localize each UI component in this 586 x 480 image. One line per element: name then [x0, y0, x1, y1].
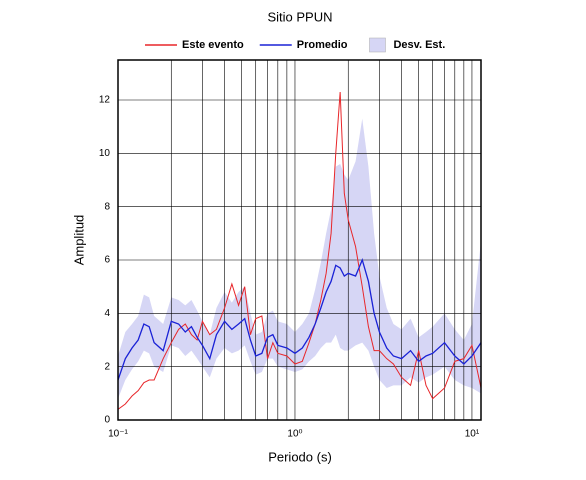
y-tick-label: 4	[104, 308, 110, 319]
x-tick-label: 10⁻¹	[108, 429, 128, 440]
y-tick-label: 10	[99, 148, 111, 159]
plot-frame	[117, 59, 482, 421]
x-axis-label: Periodo (s)	[268, 449, 332, 464]
y-axis-label: Amplitud	[71, 215, 86, 266]
y-tick-label: 6	[104, 255, 110, 266]
plot-area: 0 2 4 6 8 10 12 10⁻¹ 10⁰ 10¹	[99, 59, 482, 440]
y-tick-label: 2	[104, 361, 110, 372]
x-tick-label: 10¹	[465, 429, 480, 440]
legend-label: Desv. Est.	[393, 39, 445, 51]
series-group	[118, 91, 481, 410]
x-tick-label: 10⁰	[287, 429, 302, 440]
y-tick-label: 8	[104, 201, 110, 212]
legend-label: Promedio	[297, 39, 348, 51]
y-tick-label: 0	[104, 415, 110, 426]
legend-label: Este evento	[182, 39, 244, 51]
chart-title: Sitio PPUN	[267, 9, 332, 24]
band-group	[118, 118, 481, 399]
series-line	[118, 258, 481, 381]
series-line	[118, 91, 481, 410]
std-band	[118, 118, 481, 399]
legend-swatch	[369, 37, 386, 53]
y-tick-label: 12	[99, 95, 111, 106]
legend: Este evento Promedio Desv. Est.	[145, 37, 445, 53]
